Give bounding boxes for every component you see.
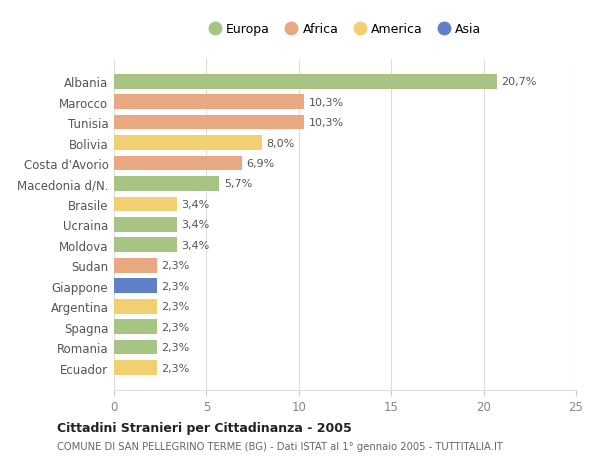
Text: 20,7%: 20,7% xyxy=(501,77,536,87)
Text: 2,3%: 2,3% xyxy=(161,281,190,291)
Text: 3,4%: 3,4% xyxy=(181,241,210,250)
Text: 2,3%: 2,3% xyxy=(161,261,190,271)
Bar xyxy=(114,258,157,273)
Text: Cittadini Stranieri per Cittadinanza - 2005: Cittadini Stranieri per Cittadinanza - 2… xyxy=(57,421,352,435)
Bar xyxy=(114,319,157,334)
Bar xyxy=(114,95,304,110)
Bar xyxy=(114,116,304,130)
Text: 2,3%: 2,3% xyxy=(161,342,190,353)
Bar xyxy=(114,75,497,90)
Bar xyxy=(114,279,157,293)
Text: 6,9%: 6,9% xyxy=(246,159,274,168)
Text: 3,4%: 3,4% xyxy=(181,200,210,209)
Bar xyxy=(114,360,157,375)
Bar xyxy=(114,136,262,151)
Text: 10,3%: 10,3% xyxy=(309,118,344,128)
Bar xyxy=(114,238,177,252)
Text: 5,7%: 5,7% xyxy=(224,179,252,189)
Bar xyxy=(114,177,220,191)
Text: 3,4%: 3,4% xyxy=(181,220,210,230)
Text: 2,3%: 2,3% xyxy=(161,322,190,332)
Text: 8,0%: 8,0% xyxy=(266,138,295,148)
Bar xyxy=(114,197,177,212)
Bar xyxy=(114,157,242,171)
Legend: Europa, Africa, America, Asia: Europa, Africa, America, Asia xyxy=(209,23,481,36)
Text: 2,3%: 2,3% xyxy=(161,302,190,312)
Text: 2,3%: 2,3% xyxy=(161,363,190,373)
Text: 10,3%: 10,3% xyxy=(309,97,344,107)
Bar xyxy=(114,218,177,232)
Bar xyxy=(114,340,157,355)
Bar xyxy=(114,299,157,314)
Text: COMUNE DI SAN PELLEGRINO TERME (BG) - Dati ISTAT al 1° gennaio 2005 - TUTTITALIA: COMUNE DI SAN PELLEGRINO TERME (BG) - Da… xyxy=(57,441,503,451)
